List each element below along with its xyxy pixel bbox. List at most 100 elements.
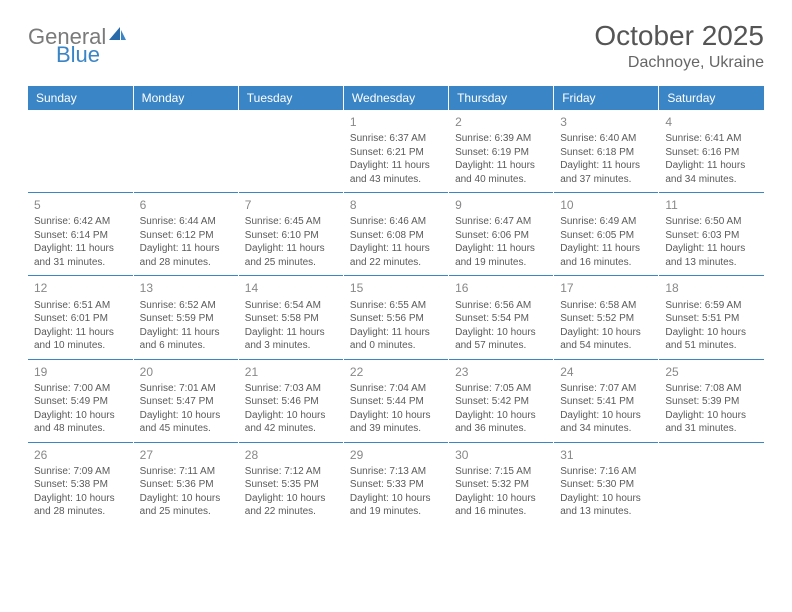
calendar-cell: 19Sunrise: 7:00 AMSunset: 5:49 PMDayligh… [28, 359, 133, 442]
sunset-text: Sunset: 6:12 PM [140, 229, 232, 243]
sunrise-text: Sunrise: 6:42 AM [34, 215, 127, 229]
calendar-week: 26Sunrise: 7:09 AMSunset: 5:38 PMDayligh… [28, 442, 764, 525]
daylight-text-2: and 51 minutes. [665, 339, 758, 353]
daylight-text-2: and 3 minutes. [245, 339, 337, 353]
daylight-text-2: and 22 minutes. [350, 256, 442, 270]
sunrise-text: Sunrise: 7:00 AM [34, 382, 127, 396]
daylight-text-2: and 36 minutes. [455, 422, 547, 436]
daylight-text-2: and 54 minutes. [560, 339, 652, 353]
calendar-cell: 21Sunrise: 7:03 AMSunset: 5:46 PMDayligh… [238, 359, 343, 442]
sunset-text: Sunset: 5:33 PM [350, 478, 442, 492]
daylight-text-2: and 25 minutes. [140, 505, 232, 519]
day-number: 30 [455, 447, 547, 463]
day-header: Saturday [659, 86, 764, 110]
day-number: 21 [245, 364, 337, 380]
calendar-week: 5 Sunrise: 6:42 AMSunset: 6:14 PM Daylight… [28, 193, 764, 276]
calendar-cell: 23Sunrise: 7:05 AMSunset: 5:42 PMDayligh… [449, 359, 554, 442]
daylight-text-1: Daylight: 10 hours [455, 492, 547, 506]
calendar-cell: 20Sunrise: 7:01 AMSunset: 5:47 PMDayligh… [133, 359, 238, 442]
day-header: Friday [554, 86, 659, 110]
calendar-cell: 7Sunrise: 6:45 AMSunset: 6:10 PMDaylight… [238, 193, 343, 276]
sunset-text: Sunset: 6:21 PM [350, 146, 442, 160]
day-number: 3 [560, 114, 652, 130]
daylight-text-1: Daylight: 10 hours [140, 409, 232, 423]
sunset-text: Sunset: 5:32 PM [455, 478, 547, 492]
sunrise-text: Sunrise: 7:12 AM [245, 465, 337, 479]
daylight-text-2: and 28 minutes. [140, 256, 232, 270]
day-number: 5 [34, 197, 127, 213]
day-number: 31 [560, 447, 652, 463]
calendar-week: 19 Sunrise: 7:00 AMSunset: 5:49 PM Dayligh… [28, 359, 764, 442]
calendar-cell: 3Sunrise: 6:40 AMSunset: 6:18 PMDaylight… [554, 110, 659, 193]
daylight-text-2: and 34 minutes. [665, 173, 758, 187]
sunrise-text: Sunrise: 6:55 AM [350, 299, 442, 313]
day-number: 1 [350, 114, 442, 130]
sunrise-text: Sunrise: 6:49 AM [560, 215, 652, 229]
sunrise-text: Sunrise: 7:05 AM [455, 382, 547, 396]
daylight-text-2: and 13 minutes. [560, 505, 652, 519]
daylight-text-1: Daylight: 10 hours [560, 409, 652, 423]
sunset-text: Sunset: 5:49 PM [34, 395, 127, 409]
calendar-cell: 15Sunrise: 6:55 AMSunset: 5:56 PMDayligh… [343, 276, 448, 359]
day-number: 10 [560, 197, 652, 213]
daylight-text-1: Daylight: 10 hours [350, 492, 442, 506]
day-number: 22 [350, 364, 442, 380]
daylight-text-1: Daylight: 11 hours [34, 326, 127, 340]
sunset-text: Sunset: 5:38 PM [34, 478, 127, 492]
calendar-cell: 1Sunrise: 6:37 AMSunset: 6:21 PMDaylight… [343, 110, 448, 193]
sunrise-text: Sunrise: 7:03 AM [245, 382, 337, 396]
calendar-cell: 27Sunrise: 7:11 AMSunset: 5:36 PMDayligh… [133, 442, 238, 525]
daylight-text-2: and 57 minutes. [455, 339, 547, 353]
day-number: 18 [665, 280, 758, 296]
calendar-cell: 12Sunrise: 6:51 AMSunset: 6:01 PMDayligh… [28, 276, 133, 359]
sunset-text: Sunset: 5:51 PM [665, 312, 758, 326]
daylight-text-1: Daylight: 11 hours [350, 242, 442, 256]
day-number: 25 [665, 364, 758, 380]
day-number: 7 [245, 197, 337, 213]
calendar-cell [238, 110, 343, 193]
sunrise-text: Sunrise: 7:16 AM [560, 465, 652, 479]
daylight-text-1: Daylight: 11 hours [245, 242, 337, 256]
day-number: 13 [140, 280, 232, 296]
day-number: 16 [455, 280, 547, 296]
calendar-cell: 9Sunrise: 6:47 AMSunset: 6:06 PMDaylight… [449, 193, 554, 276]
day-number: 27 [140, 447, 232, 463]
sunrise-text: Sunrise: 6:54 AM [245, 299, 337, 313]
calendar-cell: 6Sunrise: 6:44 AMSunset: 6:12 PMDaylight… [133, 193, 238, 276]
daylight-text-2: and 40 minutes. [455, 173, 547, 187]
sunrise-text: Sunrise: 6:45 AM [245, 215, 337, 229]
sunset-text: Sunset: 6:01 PM [34, 312, 127, 326]
daylight-text-2: and 42 minutes. [245, 422, 337, 436]
day-number: 9 [455, 197, 547, 213]
daylight-text-2: and 37 minutes. [560, 173, 652, 187]
sunrise-text: Sunrise: 7:07 AM [560, 382, 652, 396]
day-number: 19 [34, 364, 127, 380]
daylight-text-1: Daylight: 10 hours [665, 326, 758, 340]
month-year: October 2025 [594, 20, 764, 52]
daylight-text-1: Daylight: 11 hours [245, 326, 337, 340]
calendar-cell: 14Sunrise: 6:54 AMSunset: 5:58 PMDayligh… [238, 276, 343, 359]
daylight-text-1: Daylight: 11 hours [560, 242, 652, 256]
calendar-table: SundayMondayTuesdayWednesdayThursdayFrid… [28, 86, 764, 525]
day-header: Thursday [449, 86, 554, 110]
daylight-text-2: and 31 minutes. [34, 256, 127, 270]
daylight-text-2: and 6 minutes. [140, 339, 232, 353]
day-number: 8 [350, 197, 442, 213]
sunset-text: Sunset: 5:52 PM [560, 312, 652, 326]
sunrise-text: Sunrise: 6:46 AM [350, 215, 442, 229]
calendar-cell: 30Sunrise: 7:15 AMSunset: 5:32 PMDayligh… [449, 442, 554, 525]
daylight-text-2: and 28 minutes. [34, 505, 127, 519]
sunrise-text: Sunrise: 7:09 AM [34, 465, 127, 479]
sunset-text: Sunset: 5:47 PM [140, 395, 232, 409]
sunset-text: Sunset: 6:14 PM [34, 229, 127, 243]
sunset-text: Sunset: 5:56 PM [350, 312, 442, 326]
sunset-text: Sunset: 5:41 PM [560, 395, 652, 409]
sunrise-text: Sunrise: 7:08 AM [665, 382, 758, 396]
day-number: 28 [245, 447, 337, 463]
daylight-text-1: Daylight: 10 hours [665, 409, 758, 423]
sunrise-text: Sunrise: 6:44 AM [140, 215, 232, 229]
daylight-text-2: and 34 minutes. [560, 422, 652, 436]
sunrise-text: Sunrise: 6:58 AM [560, 299, 652, 313]
day-number: 6 [140, 197, 232, 213]
calendar-cell: 29Sunrise: 7:13 AMSunset: 5:33 PMDayligh… [343, 442, 448, 525]
